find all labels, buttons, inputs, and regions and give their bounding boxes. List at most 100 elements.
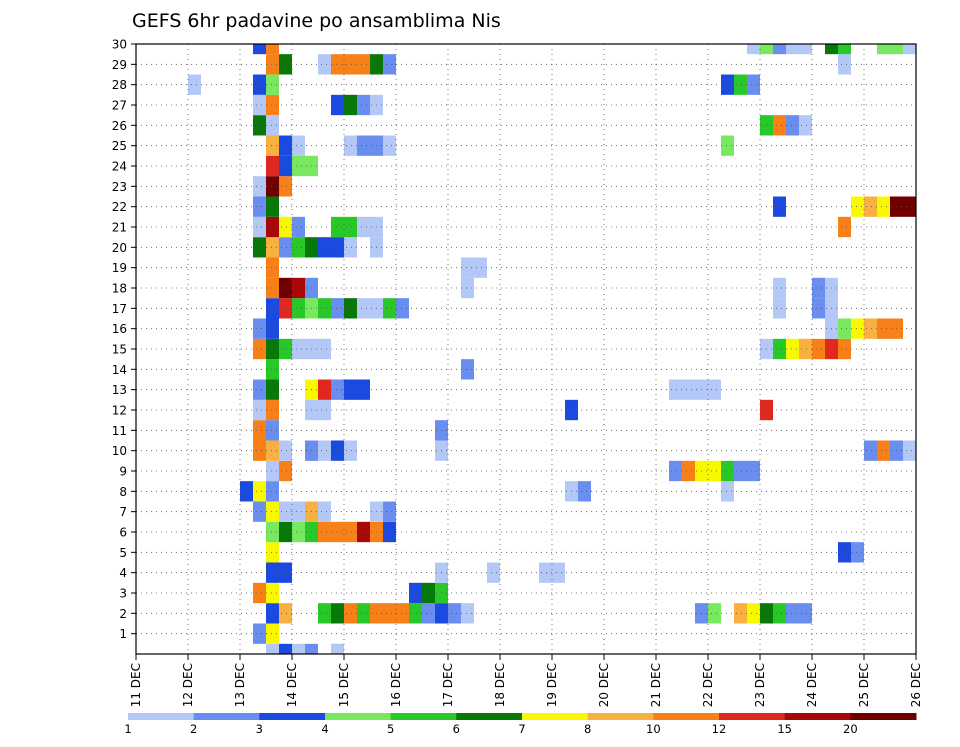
precip-cell	[708, 603, 721, 624]
precip-cell	[279, 562, 292, 583]
precip-cell	[799, 115, 812, 136]
precip-cell	[786, 115, 799, 136]
precip-cell	[279, 603, 292, 624]
colorbar-swatch	[259, 713, 326, 720]
precip-cell	[292, 501, 305, 522]
precip-cell	[396, 603, 409, 624]
precip-cell	[357, 54, 370, 75]
precip-cell	[253, 216, 266, 238]
precip-cell	[266, 623, 279, 644]
precip-cell	[812, 338, 825, 360]
precip-cell	[266, 318, 279, 339]
precip-cell	[292, 298, 305, 319]
precip-cell	[344, 237, 357, 258]
precip-cell	[318, 603, 331, 624]
precip-cell	[461, 277, 474, 299]
precip-cell	[266, 237, 279, 258]
precip-cell	[266, 338, 279, 360]
precip-cell	[279, 237, 292, 258]
precip-cell	[188, 74, 201, 95]
precip-cell	[266, 521, 279, 543]
colorbar-label: 7	[518, 722, 525, 736]
precip-cell	[266, 501, 279, 522]
precip-cell	[266, 359, 279, 380]
x-tick-label: 13 DEC	[233, 663, 247, 707]
precip-cell	[721, 481, 734, 502]
precip-cell	[786, 44, 799, 55]
precip-cell	[279, 54, 292, 75]
precip-cell	[318, 399, 331, 421]
precip-cell	[669, 379, 682, 400]
y-tick-label: 21	[112, 221, 127, 235]
x-axis: 11 DEC 12 DEC 13 DEC 14 DEC 15 DEC 16 DEC 17 D…	[129, 654, 923, 707]
precip-cell	[357, 298, 370, 319]
precip-cell	[292, 277, 305, 299]
colorbar-label: 2	[190, 722, 197, 736]
precip-cell	[773, 44, 786, 55]
precip-cell	[344, 54, 357, 75]
precip-cell	[812, 277, 825, 299]
y-tick-label: 1	[119, 627, 127, 641]
precip-cell	[253, 94, 266, 116]
precip-cell	[292, 135, 305, 156]
y-tick-label: 13	[112, 383, 127, 397]
precip-cell	[318, 338, 331, 360]
colorbar-label: 12	[712, 722, 727, 736]
precip-cell	[266, 216, 279, 238]
precip-cell	[318, 501, 331, 522]
chart-title: GEFS 6hr padavine po ansamblima Nis	[132, 10, 501, 32]
precip-cell	[279, 298, 292, 319]
precip-cell	[383, 54, 396, 75]
cells-layer	[188, 44, 916, 654]
precip-cell	[383, 501, 396, 522]
colorbar-swatch	[128, 713, 195, 720]
y-tick-label: 14	[112, 363, 127, 377]
precip-cell	[773, 115, 786, 136]
x-tick-label: 18 DEC	[493, 663, 507, 707]
precip-cell	[331, 216, 344, 238]
precip-cell	[786, 603, 799, 624]
precip-cell	[383, 135, 396, 156]
precip-cell	[708, 460, 721, 482]
precip-cell	[331, 298, 344, 319]
colorbar-swatch	[193, 713, 260, 720]
precip-cell	[474, 257, 487, 278]
x-tick-label: 20 DEC	[597, 663, 611, 707]
y-tick-label: 26	[112, 119, 127, 133]
precip-cell	[331, 440, 344, 461]
precip-cell	[318, 298, 331, 319]
precip-cell	[461, 359, 474, 380]
precip-cell	[266, 257, 279, 278]
precip-cell	[266, 643, 279, 654]
precip-cell	[331, 521, 344, 543]
colorbar-swatch	[522, 713, 589, 720]
colorbar-swatch	[653, 713, 720, 720]
precip-cell	[864, 318, 877, 339]
precip-cell	[279, 521, 292, 543]
precip-cell	[266, 603, 279, 624]
precip-cell	[253, 420, 266, 441]
precip-cell	[266, 399, 279, 421]
precip-cell	[903, 196, 916, 217]
colorbar-label: 3	[256, 722, 263, 736]
y-tick-label: 30	[112, 38, 127, 52]
precip-cell	[344, 440, 357, 461]
precip-cell	[838, 54, 851, 75]
precip-cell	[682, 460, 695, 482]
y-tick-label: 2	[119, 607, 127, 621]
precip-cell	[877, 196, 890, 217]
precip-cell	[279, 338, 292, 360]
precip-cell	[266, 155, 279, 177]
colorbar-label: 4	[321, 722, 328, 736]
precip-cell	[344, 94, 357, 116]
precip-cell	[734, 460, 747, 482]
precip-cell	[773, 277, 786, 299]
precip-cell	[253, 440, 266, 461]
precip-cell	[279, 501, 292, 522]
precip-cell	[253, 338, 266, 360]
precip-cell	[279, 277, 292, 299]
precip-cell	[409, 603, 422, 624]
precip-cell	[773, 338, 786, 360]
y-tick-label: 4	[119, 566, 127, 580]
precip-cell	[396, 298, 409, 319]
